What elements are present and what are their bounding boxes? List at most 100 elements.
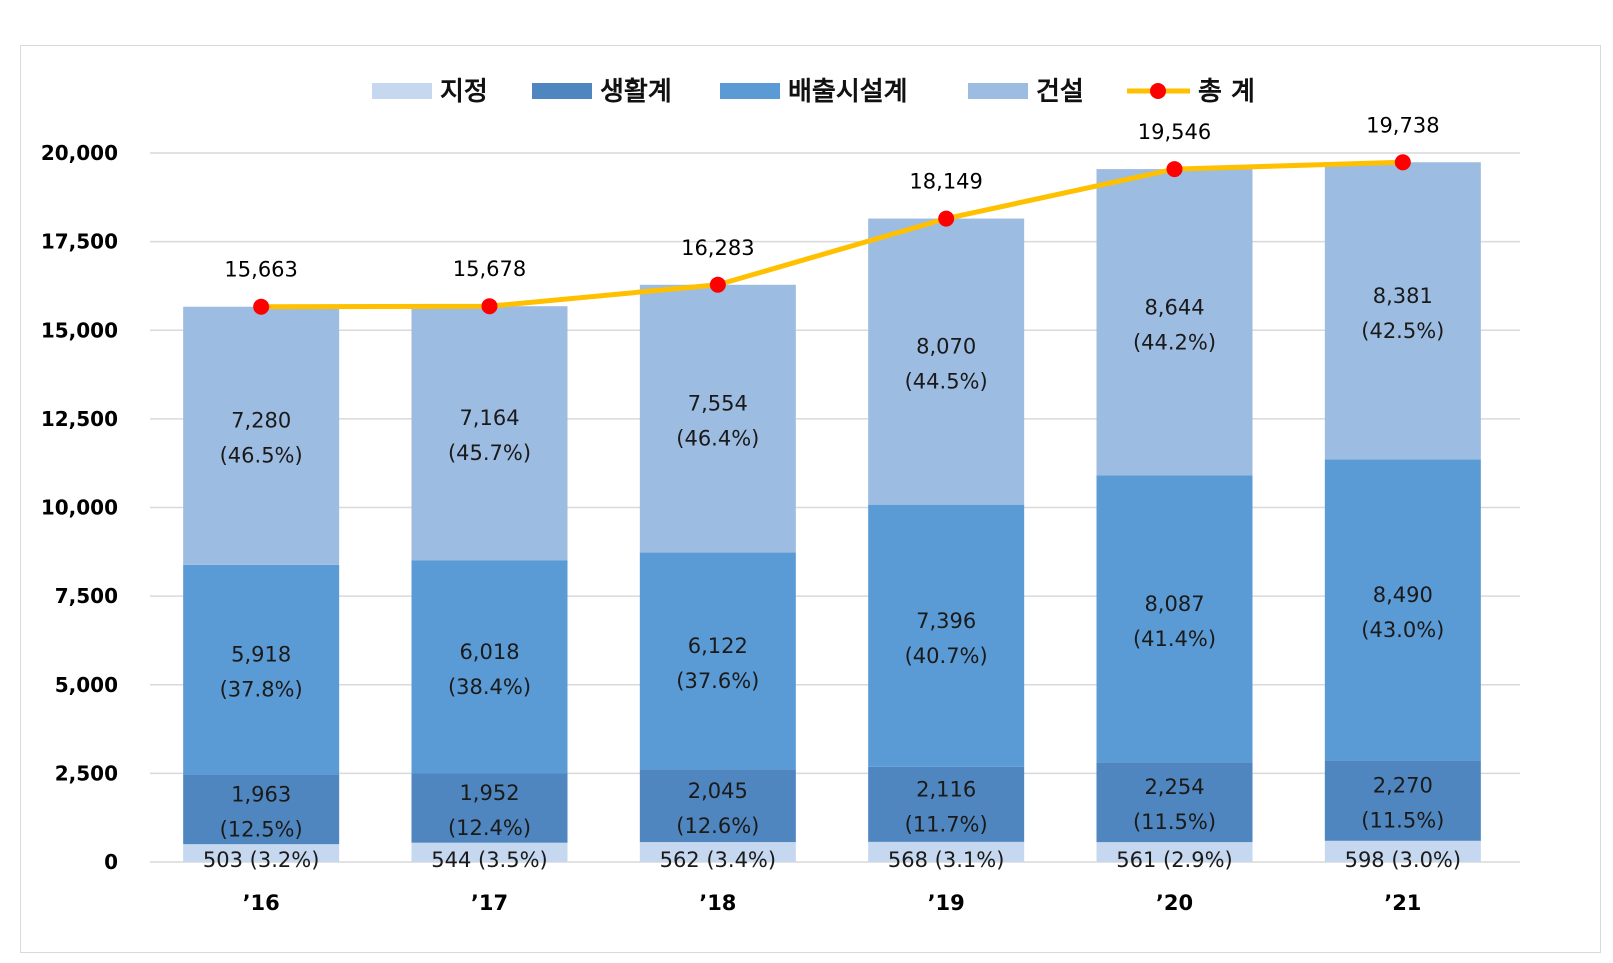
bar-segment [1324, 840, 1481, 862]
bar-segment [411, 306, 568, 561]
legend-label: 총 계 [1198, 77, 1255, 107]
data-label: (12.4%) [448, 816, 531, 840]
x-tick-label: ’16 [243, 891, 280, 915]
data-label: (41.4%) [1133, 627, 1216, 651]
total-label: 16,283 [681, 236, 754, 260]
y-tick-label: 2,500 [55, 761, 118, 785]
legend-label: 생활계 [600, 77, 672, 107]
data-label: (46.5%) [220, 444, 303, 468]
data-label: 2,045 [688, 779, 748, 803]
y-tick-label: 17,500 [41, 230, 118, 254]
data-label: (12.6%) [676, 814, 759, 838]
bar-segment [639, 552, 796, 770]
bar-segment [183, 844, 340, 862]
total-label: 18,149 [909, 170, 982, 194]
x-tick-label: ’20 [1156, 891, 1193, 915]
total-marker [253, 298, 270, 315]
data-label: (44.2%) [1133, 330, 1216, 354]
bar-segment [1096, 169, 1253, 476]
total-label: 15,663 [224, 258, 297, 282]
x-tick-label: ’17 [471, 891, 508, 915]
x-tick-label: ’21 [1384, 891, 1421, 915]
data-label: (11.7%) [905, 812, 988, 836]
data-label: 8,490 [1373, 583, 1433, 607]
bar-segment [183, 774, 340, 845]
data-label: 568 (3.1%) [888, 848, 1005, 872]
data-label: (44.5%) [905, 370, 988, 394]
total-marker [481, 298, 498, 315]
total-line [261, 159, 1403, 310]
x-tick-label: ’18 [699, 891, 736, 915]
bar-segment [1324, 459, 1481, 761]
y-tick-label: 0 [104, 850, 118, 874]
legend-marker [1150, 83, 1166, 99]
y-tick-label: 12,500 [41, 407, 118, 431]
bar-segment [868, 766, 1025, 842]
y-tick-label: 10,000 [41, 496, 118, 520]
y-tick-label: 15,000 [41, 318, 118, 342]
data-label: (46.4%) [676, 427, 759, 451]
y-tick-label: 5,000 [55, 673, 118, 697]
legend-swatch [968, 83, 1028, 99]
data-label: 2,270 [1373, 774, 1433, 798]
bar-segment [868, 841, 1025, 862]
data-label: 6,122 [688, 634, 748, 658]
data-label: (45.7%) [448, 441, 531, 465]
data-label: 7,280 [231, 409, 291, 433]
legend-label: 건설 [1036, 77, 1084, 107]
bar-segment [1096, 475, 1253, 763]
total-label: 15,678 [453, 257, 526, 281]
total-label: 19,546 [1138, 120, 1211, 144]
data-label: 561 (2.9%) [1116, 848, 1233, 872]
data-label: 8,381 [1373, 284, 1433, 308]
bar-segment [411, 560, 568, 774]
y-tick-label: 7,500 [55, 584, 118, 608]
bar-segment [183, 306, 340, 565]
bar-segment [868, 504, 1025, 767]
total-marker [938, 210, 955, 227]
data-label: 2,116 [916, 777, 976, 801]
legend-label: 배출시설계 [788, 77, 908, 107]
data-label: (38.4%) [448, 675, 531, 699]
data-label: 7,164 [459, 406, 519, 430]
total-marker [1394, 154, 1411, 171]
data-label: 1,963 [231, 782, 291, 806]
data-label: 8,070 [916, 335, 976, 359]
total-label: 19,738 [1366, 113, 1439, 137]
total-marker [709, 276, 726, 293]
total-marker [1166, 161, 1183, 178]
data-label: (37.8%) [220, 678, 303, 702]
bar-segment [183, 564, 340, 775]
legend-label: 지정 [440, 77, 488, 107]
data-label: 8,087 [1144, 592, 1204, 616]
bar-segment [411, 842, 568, 862]
data-label: 7,396 [916, 609, 976, 633]
data-label: (43.0%) [1361, 618, 1444, 642]
y-tick-label: 20,000 [41, 141, 118, 165]
bar-segment [868, 218, 1025, 505]
data-label: 562 (3.4%) [660, 848, 777, 872]
legend-swatch [720, 83, 780, 99]
legend-swatch [372, 83, 432, 99]
data-label: 8,644 [1144, 295, 1204, 319]
bar-segment [639, 842, 796, 862]
data-label: 2,254 [1144, 775, 1204, 799]
bar-segment [1096, 842, 1253, 862]
data-label: 7,554 [688, 392, 748, 416]
data-label: 544 (3.5%) [431, 848, 548, 872]
bar-segment [411, 773, 568, 843]
bar-segment [639, 769, 796, 843]
bar-segment [1324, 760, 1481, 841]
x-tick-label: ’19 [928, 891, 965, 915]
data-label: 1,952 [459, 781, 519, 805]
data-label: 598 (3.0%) [1345, 848, 1462, 872]
bar-segment [1324, 162, 1481, 460]
data-label: (42.5%) [1361, 319, 1444, 343]
data-label: (12.5%) [220, 817, 303, 841]
data-label: 5,918 [231, 643, 291, 667]
legend-swatch [532, 83, 592, 99]
data-label: (11.5%) [1133, 810, 1216, 834]
bar-segment [1096, 762, 1253, 843]
data-label: 503 (3.2%) [203, 848, 320, 872]
